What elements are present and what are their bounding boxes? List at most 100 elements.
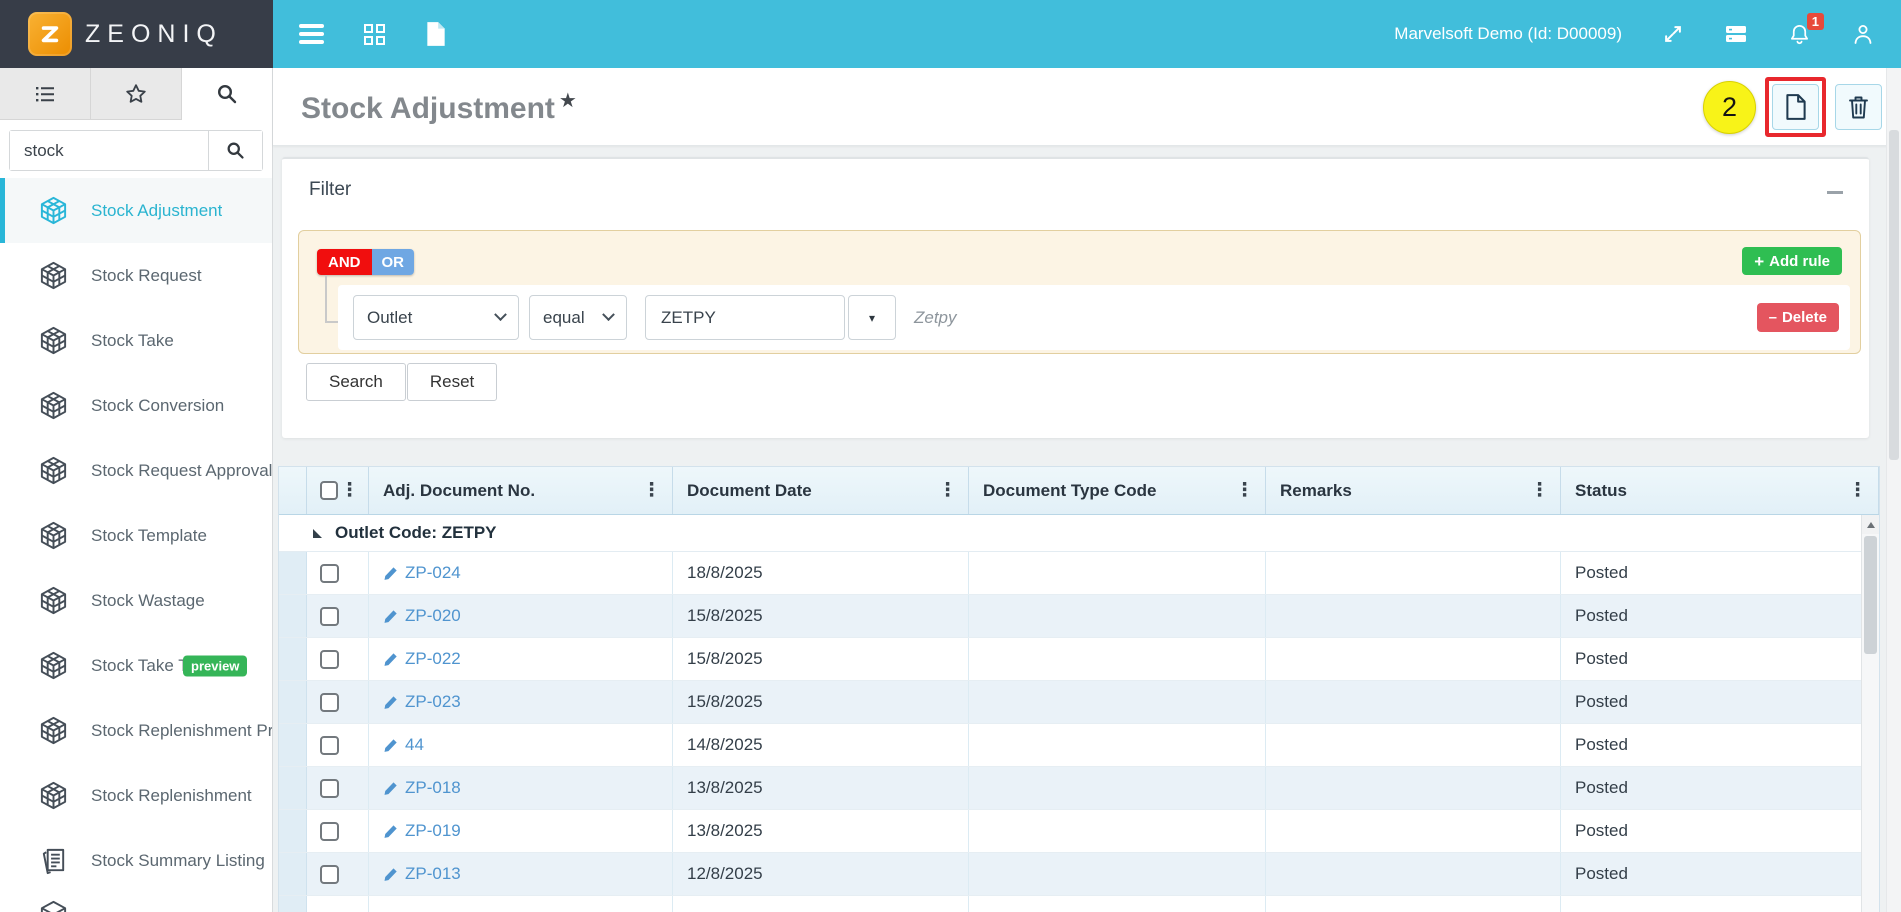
filter-panel: Filter AND OR + Add rule Outlet equal [282,157,1869,438]
pencil-icon [384,566,397,580]
page-scrollbar-thumb[interactable] [1889,130,1899,460]
column-menu-icon[interactable]: ⋮ [1235,480,1254,501]
sidebar-search [0,120,272,171]
document-link[interactable]: ZP-020 [383,606,461,626]
sidebar-item[interactable]: Stock Adjustment [0,178,272,243]
field-select[interactable]: Outlet [353,295,519,340]
row-checkbox[interactable] [320,606,339,626]
pencil-icon [384,652,397,666]
column-menu-icon[interactable]: ⋮ [1530,480,1549,501]
row-checkbox[interactable] [320,821,339,841]
sidebar-toggle-button[interactable] [299,24,324,44]
add-rule-button[interactable]: + Add rule [1742,247,1842,275]
document-shortcut-button[interactable] [425,21,447,47]
column-header[interactable]: Remarks ⋮ [1266,467,1561,514]
value-dropdown-button[interactable]: ▾ [848,295,896,340]
sidebar-item[interactable]: Stock Template [0,503,272,568]
search-button[interactable]: Search [306,363,406,401]
document-link[interactable]: ZP-019 [383,821,461,841]
document-link[interactable]: ZP-018 [383,778,461,798]
fullscreen-button[interactable] [1662,23,1684,45]
sidebar-item[interactable]: Stock Replenishment [0,763,272,828]
star-icon [126,83,146,103]
sidebar-item-partial[interactable] [0,893,272,912]
scroll-up-button[interactable] [1862,515,1879,534]
group-indent-cell [279,767,307,809]
group-indent-header-cell [279,467,307,514]
favorite-star-icon[interactable]: ★ [558,90,577,112]
filter-panel-header: Filter [282,159,1869,201]
document-date-cell: 14/8/2025 [673,724,969,766]
grid-scrollbar-thumb[interactable] [1864,536,1877,654]
sidebar-item[interactable]: Stock Take Tag preview [0,633,272,698]
column-header[interactable]: Document Type Code ⋮ [969,467,1266,514]
column-header[interactable]: Status ⋮ [1561,467,1879,514]
document-link[interactable]: 44 [383,735,424,755]
column-header[interactable]: Adj. Document No. ⋮ [369,467,673,514]
document-link[interactable]: ZP-013 [383,864,461,884]
operator-select[interactable]: equal [529,295,627,340]
user-button[interactable] [1851,22,1875,46]
column-header[interactable]: Document Date ⋮ [673,467,969,514]
group-indent-cell [279,681,307,723]
column-menu-icon[interactable]: ⋮ [340,480,359,501]
brand-logo[interactable]: ZEONIQ [0,0,273,68]
row-checkbox[interactable] [320,735,339,755]
status-cell: Posted [1575,692,1628,711]
document-link[interactable]: ZP-023 [383,692,461,712]
group-indent-cell [279,638,307,680]
page-title: Stock Adjustment ★ [301,88,577,126]
sidebar-item[interactable]: Stock Take [0,308,272,373]
document-link[interactable]: ZP-024 [383,563,461,583]
sidebar-item[interactable]: Stock Request Approval [0,438,272,503]
modules-button[interactable] [1724,22,1748,46]
select-all-checkbox[interactable] [320,481,338,500]
stock-cube-icon [38,585,69,616]
grid-scrollbar [1861,515,1879,912]
grid-header-row: ⋮ Adj. Document No. ⋮ Document Date ⋮ Do… [279,467,1879,515]
stock-cube-icon [38,899,69,912]
sidebar-search-button[interactable] [208,131,262,170]
new-document-button[interactable] [1772,84,1819,130]
group-collapse-icon[interactable] [313,528,322,538]
tab-menu[interactable] [0,68,91,119]
remarks-cell [1266,853,1561,895]
collapse-panel-icon[interactable] [1827,190,1843,194]
document-link[interactable]: ZP-022 [383,649,461,669]
notification-count-badge: 1 [1806,13,1824,30]
sidebar-item[interactable]: Stock Wastage [0,568,272,633]
row-checkbox[interactable] [320,692,339,712]
stock-cube-icon [38,455,69,486]
row-checkbox[interactable] [320,864,339,884]
row-checkbox[interactable] [320,649,339,669]
tab-search[interactable] [182,68,272,120]
column-menu-icon[interactable]: ⋮ [938,480,957,501]
row-checkbox[interactable] [320,563,339,583]
status-cell: Posted [1575,778,1628,797]
delete-rule-button[interactable]: – Delete [1756,303,1839,332]
sidebar-item[interactable]: Stock Request [0,243,272,308]
sidebar-item-label: Stock Summary Listing [91,850,265,870]
document-date-cell: 18/8/2025 [673,552,969,594]
and-button[interactable]: AND [317,249,372,275]
filter-value-input[interactable] [645,295,845,340]
stock-cube-icon [38,715,69,746]
column-menu-icon[interactable]: ⋮ [642,480,661,501]
apps-button[interactable] [364,23,385,45]
notifications-button[interactable]: 1 [1788,13,1824,46]
tenant-label: Marvelsoft Demo (Id: D00009) [1394,24,1622,43]
row-checkbox[interactable] [320,778,339,798]
delete-document-button[interactable] [1835,84,1882,130]
column-menu-icon[interactable]: ⋮ [1848,480,1867,501]
sidebar-item[interactable]: Stock Conversion [0,373,272,438]
table-row: 44 14/8/2025 Posted [279,724,1861,767]
reset-button[interactable]: Reset [406,363,498,401]
tab-favorites[interactable] [91,68,182,119]
or-button[interactable]: OR [371,249,414,275]
sidebar-item[interactable]: Stock Summary Listing [0,828,272,893]
sidebar: Stock Adjustment Stock Request [0,68,273,912]
sidebar-item[interactable]: Stock Replenishment Pro [0,698,272,763]
sidebar-search-input[interactable] [10,131,208,170]
column-header-label: Document Type Code [983,480,1157,500]
stock-cube-icon [38,260,69,291]
